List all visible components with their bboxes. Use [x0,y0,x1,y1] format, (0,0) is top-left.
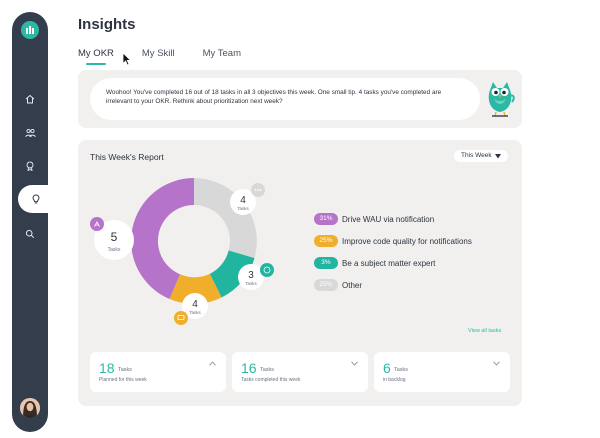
tab-my-team[interactable]: My Team [202,48,241,59]
stat-unit: Tasks [394,367,409,373]
bubble-wau-unit: Tasks [108,247,121,253]
stat-label: Tasks completed this week [241,377,301,383]
bubble-wau[interactable]: 5 Tasks [90,217,134,260]
legend-item[interactable]: 3% Be a subject matter expert [314,252,472,274]
avatar-image [20,398,40,418]
stat-unit: Tasks [118,367,133,373]
user-avatar[interactable] [20,398,40,418]
mouse-cursor-icon [122,52,132,66]
view-all-tasks-link[interactable]: View all tasks [468,328,502,334]
bubble-other[interactable]: 4 Tasks [230,183,265,215]
legend-item[interactable]: 31% Drive WAU via notification [314,208,472,230]
chevron-down-icon[interactable] [493,361,500,366]
bubble-wau-count: 5 [111,230,118,244]
sidebar [12,12,58,432]
legend-item[interactable]: 25% Other [314,274,472,296]
bubble-other-unit: Tasks [237,206,249,211]
legend-label: Drive WAU via notification [342,214,435,224]
legend-label: Be a subject matter expert [342,258,436,268]
legend-label: Improve code quality for notifications [342,236,472,246]
stat-card-backlog[interactable]: 6 Tasks in backlog [374,352,510,392]
bubble-expert[interactable]: 3 Tasks [238,263,274,290]
sidebar-item-home[interactable] [12,88,48,110]
bubble-code-quality-unit: Tasks [189,310,201,315]
report-title: This Week's Report [90,152,164,162]
sidebar-item-team[interactable] [12,122,48,144]
donut-segment-wau [131,178,194,299]
sidebar-item-search[interactable] [12,223,48,245]
legend-percent: 25% [314,235,338,247]
stat-value: 6 [383,360,391,376]
users-icon [24,128,36,138]
tab-my-okr[interactable]: My OKR [78,48,114,65]
laptop-icon [177,315,185,320]
bubble-other-count: 4 [240,195,246,206]
donut-segment-code-quality [169,273,222,304]
sidebar-item-goals[interactable] [12,155,48,177]
donut-segment-expert [209,250,255,298]
donut-segment-other [194,178,253,228]
stat-unit: Tasks [260,367,275,373]
owl-mascot-icon [488,82,515,117]
legend-percent: 3% [314,257,338,269]
lightbulb-icon [32,193,40,203]
caret-down-icon [494,153,501,158]
chart-legend: 31% Drive WAU via notification 25% Impro… [314,208,472,296]
okr-donut-chart: 5 Tasks 4 Tasks 3 Tasks 4 Tasks [90,178,274,325]
home-icon [25,94,35,104]
period-dropdown[interactable]: This Week [454,150,508,162]
more-icon [254,189,262,191]
stat-card-planned[interactable]: 18 Tasks Planned for this week [90,352,226,392]
trophy-icon [26,161,34,171]
insight-message-panel: Woohoo! You've completed 16 out of 18 ta… [78,70,522,128]
legend-label: Other [342,280,363,290]
tab-my-skill[interactable]: My Skill [141,48,175,59]
insight-message: Woohoo! You've completed 16 out of 18 ta… [90,78,480,120]
chevron-up-icon[interactable] [209,361,216,366]
legend-percent: 25% [314,279,338,291]
page-title: Insights [78,16,136,33]
legend-item[interactable]: 25% Improve code quality for notificatio… [314,230,472,252]
weekly-report-panel: This Week's Report This Week 5 Tasks 4 T… [78,140,522,406]
tab-bar: My OKR My Skill My Team [78,48,269,65]
legend-percent: 31% [314,213,338,225]
bubble-code-quality[interactable]: 4 Tasks [174,293,208,325]
share-icon [94,221,100,227]
stat-label: Planned for this week [99,377,147,383]
stat-label: in backlog [383,377,406,383]
period-dropdown-value: This Week [461,152,492,159]
app-logo[interactable] [21,21,39,39]
search-icon [25,229,35,239]
stat-card-completed[interactable]: 16 Tasks Tasks completed this week [232,352,368,392]
sidebar-item-insights[interactable] [18,185,58,213]
badge-icon [263,266,271,274]
bubble-expert-count: 3 [248,270,254,281]
donut-segment-other-2 [227,217,257,259]
bubble-expert-unit: Tasks [245,281,257,286]
app-logo-icon [26,26,34,34]
stat-value: 18 [99,360,115,376]
bubble-code-quality-count: 4 [192,299,198,310]
chevron-down-icon[interactable] [351,361,358,366]
stat-value: 16 [241,360,257,376]
